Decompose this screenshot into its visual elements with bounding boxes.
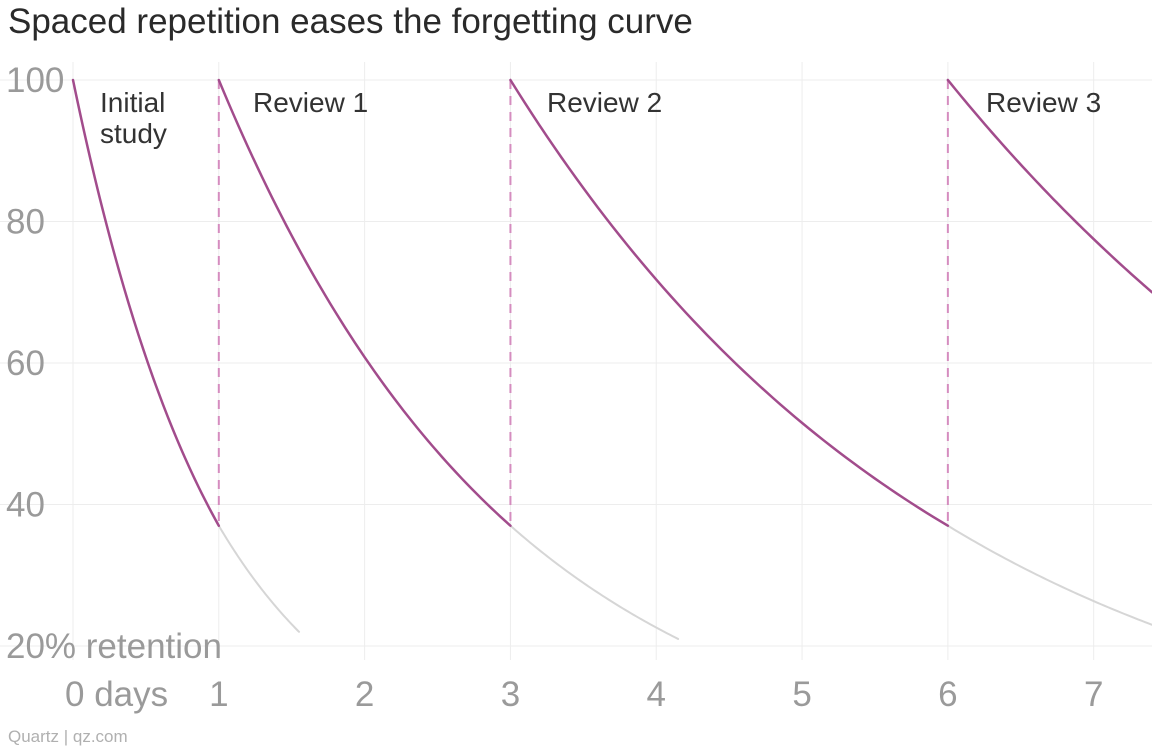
annotation-review-3: Review 3 <box>986 87 1101 118</box>
x-tick-label-2: 2 <box>355 675 374 714</box>
chart-title: Spaced repetition eases the forgetting c… <box>8 2 693 41</box>
annotation-line: Review 2 <box>547 87 662 118</box>
grid-layer <box>0 62 1152 660</box>
series-line-initial-study-without-review <box>217 524 301 633</box>
y-tick-label-20: 20% retention <box>6 627 222 666</box>
x-axis-ticks: 0 days 1 2 3 4 5 6 7 <box>65 675 1103 714</box>
annotation-layer: Initial study Review 1 Review 2 Review 3 <box>100 87 1101 149</box>
series-line-review-3 <box>946 78 1152 294</box>
y-tick-label-100: 100 <box>6 61 64 100</box>
annotation-review-2: Review 2 <box>547 87 662 118</box>
series-line-initial-study <box>71 78 221 527</box>
annotation-line: study <box>100 118 167 149</box>
review-marker-layer <box>217 80 949 526</box>
annotation-line: Initial <box>100 87 165 118</box>
footer-credit: Quartz | qz.com <box>8 727 128 746</box>
annotation-initial-study: Initial study <box>100 87 167 149</box>
x-tick-label-6: 6 <box>938 675 957 714</box>
x-tick-label-0: 0 days <box>65 675 168 714</box>
x-tick-label-5: 5 <box>792 675 811 714</box>
x-tick-label-4: 4 <box>647 675 666 714</box>
annotation-review-1: Review 1 <box>253 87 368 118</box>
series-line-review-2 <box>509 78 950 527</box>
series-line-review-1-without-review <box>509 524 680 640</box>
series-line-review-2-without-review <box>946 524 1152 626</box>
y-tick-label-80: 80 <box>6 203 45 242</box>
y-axis-ticks: 20% retention 40 60 80 100 <box>6 61 222 666</box>
annotation-line: Review 1 <box>253 87 368 118</box>
x-tick-label-1: 1 <box>209 675 228 714</box>
x-tick-label-3: 3 <box>501 675 520 714</box>
y-tick-label-60: 60 <box>6 344 45 383</box>
x-tick-label-7: 7 <box>1084 675 1103 714</box>
series-line-review-1 <box>217 78 512 527</box>
series-layer <box>71 78 1152 640</box>
annotation-line: Review 3 <box>986 87 1101 118</box>
y-tick-label-40: 40 <box>6 486 45 525</box>
